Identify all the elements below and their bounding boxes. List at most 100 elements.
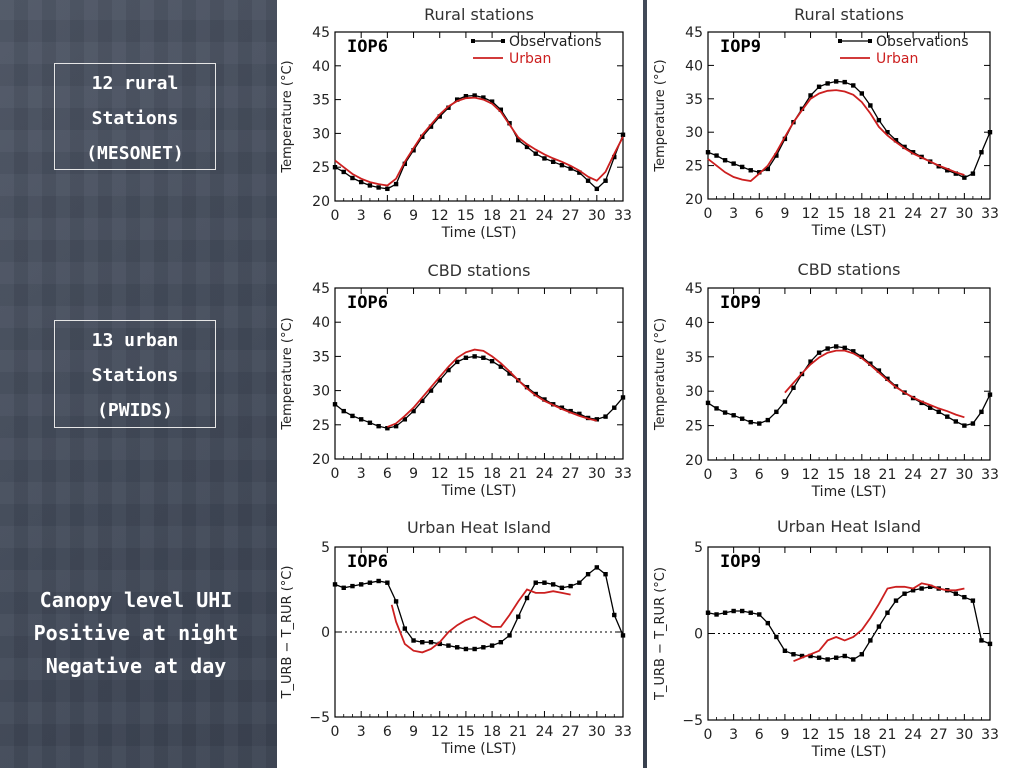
y-tick-label: −5 xyxy=(682,713,703,729)
x-axis-label: Time (LST) xyxy=(811,484,887,500)
observation-point xyxy=(550,159,556,164)
observation-point xyxy=(498,364,504,369)
observation-point xyxy=(859,652,865,657)
observation-point xyxy=(437,114,442,119)
observation-point xyxy=(524,144,530,150)
y-tick-label: 45 xyxy=(685,25,703,41)
observation-point xyxy=(446,105,451,110)
observation-point xyxy=(962,423,967,428)
observation-point xyxy=(393,181,399,187)
observation-point xyxy=(420,398,425,404)
observation-point xyxy=(731,161,736,166)
observation-point xyxy=(970,598,976,603)
y-tick-label: 45 xyxy=(685,281,703,297)
x-tick-label: 6 xyxy=(755,206,764,222)
x-tick-label: 18 xyxy=(483,208,501,224)
y-tick-label: 45 xyxy=(312,25,330,41)
observation-point xyxy=(739,164,745,170)
chart-title: CBD stations xyxy=(428,261,531,280)
iop-tag: IOP6 xyxy=(347,552,388,572)
observation-point xyxy=(757,170,762,175)
observation-point xyxy=(765,166,771,172)
y-tick-label: 30 xyxy=(685,125,703,141)
observation-point xyxy=(979,150,984,155)
observations-line xyxy=(707,586,991,661)
y-tick-label: 30 xyxy=(312,126,330,142)
observation-point xyxy=(722,158,728,163)
observation-point xyxy=(970,171,976,176)
observation-point xyxy=(893,138,899,143)
observation-point xyxy=(945,168,950,173)
y-tick-label: 35 xyxy=(685,350,703,366)
urban-stations-label: 13 urban Stations (PWIDS) xyxy=(54,320,216,428)
observation-point xyxy=(620,132,626,137)
observation-point xyxy=(376,578,381,584)
iop-tag: IOP9 xyxy=(720,37,761,57)
plot-frame xyxy=(707,31,991,200)
observation-point xyxy=(577,580,582,585)
observation-point xyxy=(428,124,434,129)
uhi-caption-line-3: Negative at day xyxy=(45,654,227,678)
observation-point xyxy=(542,397,547,402)
observation-point xyxy=(851,83,856,88)
y-tick-label: 20 xyxy=(685,192,703,208)
uhi-caption-line-2: Positive at night xyxy=(33,621,239,645)
x-tick-label: 6 xyxy=(383,724,392,740)
observation-point xyxy=(876,368,882,373)
y-tick-label: 40 xyxy=(312,59,330,75)
observation-point xyxy=(411,638,416,643)
legend-marker xyxy=(501,39,505,43)
observation-point xyxy=(542,580,547,585)
chart-title: Urban Heat Island xyxy=(777,517,921,536)
observation-point xyxy=(568,583,573,589)
observation-point xyxy=(868,103,873,108)
x-tick-label: 18 xyxy=(853,727,871,743)
x-tick-label: 3 xyxy=(729,206,738,222)
observation-point xyxy=(393,423,399,429)
observation-point xyxy=(358,417,364,422)
observation-point xyxy=(927,584,933,589)
observation-point xyxy=(376,423,381,429)
observation-point xyxy=(559,585,565,590)
observation-point xyxy=(953,591,959,596)
legend-entry: Urban xyxy=(509,51,551,67)
y-tick-label: 20 xyxy=(685,453,703,469)
observation-point xyxy=(332,402,338,407)
observation-point xyxy=(859,91,865,96)
observation-point xyxy=(705,150,711,155)
observation-point xyxy=(332,582,338,587)
observation-point xyxy=(411,408,416,414)
observation-point xyxy=(341,169,346,175)
rural-label-line-2: Stations xyxy=(91,108,179,129)
urban-label-line-3: (PWIDS) xyxy=(97,400,173,421)
x-tick-label: 33 xyxy=(981,467,999,483)
observation-point xyxy=(714,153,719,158)
observation-point xyxy=(816,350,822,355)
observation-point xyxy=(612,405,617,410)
x-tick-label: 12 xyxy=(431,208,449,224)
observation-point xyxy=(902,144,907,150)
observation-point xyxy=(714,612,719,617)
observation-point xyxy=(851,657,856,662)
observation-point xyxy=(489,643,495,648)
x-tick-label: 3 xyxy=(729,467,738,483)
observation-point xyxy=(367,183,373,188)
y-tick-label: 30 xyxy=(312,384,330,400)
urban-line xyxy=(707,89,965,182)
y-tick-label: 35 xyxy=(312,349,330,365)
observation-point xyxy=(350,175,355,181)
observation-point xyxy=(341,585,346,590)
plot-frame xyxy=(334,546,624,718)
x-tick-label: 27 xyxy=(562,724,580,740)
chart-2: CBD stations IOP6 0 3 6 9 12 15 18 21 24 27 30 33 20 25… xyxy=(280,261,632,499)
observation-point xyxy=(765,417,771,423)
observations-line xyxy=(334,355,624,429)
iop-tag: IOP6 xyxy=(347,37,388,57)
observation-point xyxy=(962,594,967,600)
chart-title: CBD stations xyxy=(798,260,901,279)
observation-point xyxy=(420,134,425,139)
observation-point xyxy=(987,641,993,647)
observation-point xyxy=(367,580,373,585)
observation-point xyxy=(859,354,865,359)
